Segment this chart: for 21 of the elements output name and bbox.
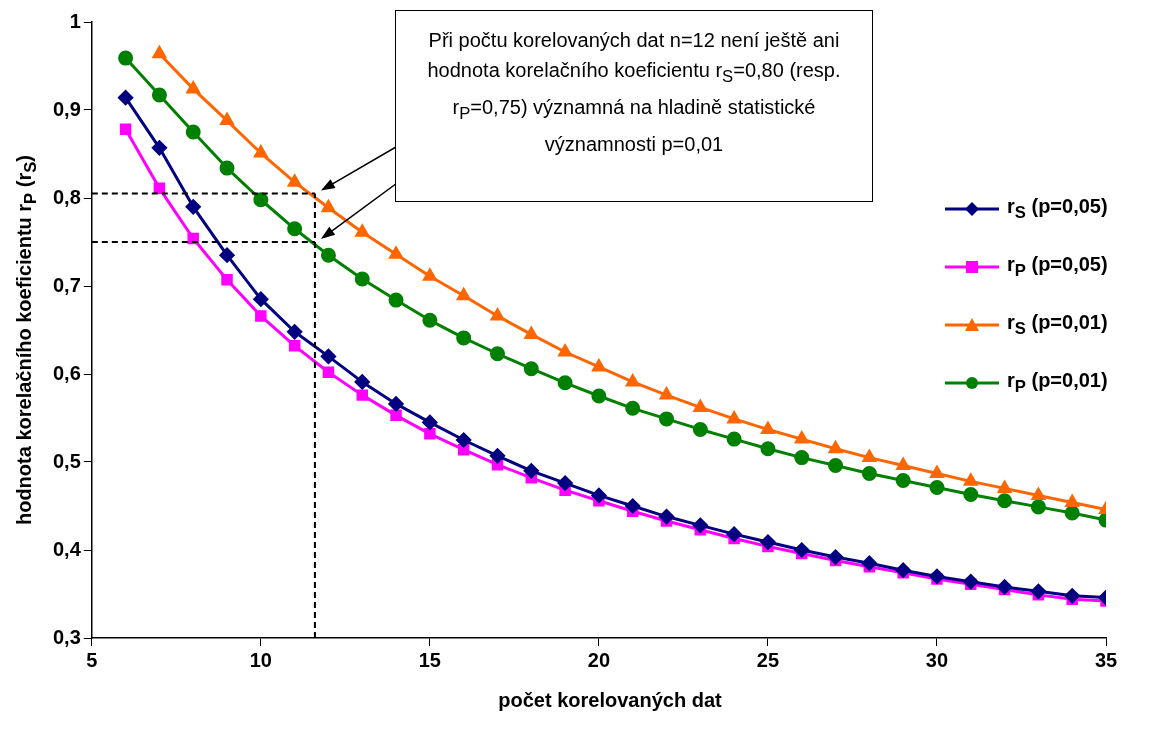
y-tick-label: 0,7 (52, 273, 81, 296)
y-tick-label: 0,9 (52, 97, 81, 120)
y-tick-label: 1 (69, 9, 81, 32)
legend-label: r$_{S}$ (p=0,01) (1007, 311, 1108, 339)
x-axis-title: počet korelovaných dat (498, 688, 722, 712)
x-tick-label: 10 (249, 648, 272, 671)
y-tick-label: 0,8 (52, 185, 81, 208)
x-tick-label: 30 (925, 648, 949, 671)
legend-label: r$_{P}$ (p=0,05) (1007, 253, 1108, 281)
y-tick-label: 0,6 (52, 361, 81, 384)
y-tick-label: 0,4 (52, 537, 82, 560)
x-tick-label: 15 (418, 648, 441, 671)
y-tick-label: 0,3 (52, 625, 81, 648)
x-tick-label: 5 (86, 648, 98, 671)
text-box: Při počtu korelovaných dat n=12 není ještě ani hodnota korelačního koeficientu r$_{S}$=0,80 (resp. r$_{P}$=0,75) významná na hladině statistické významnosti p=0,01 (395, 10, 873, 202)
x-tick-label: 25 (756, 648, 780, 671)
y-tick-label: 0,5 (52, 449, 81, 472)
x-tick-label: 20 (587, 648, 611, 671)
legend-label: r$_{P}$ (p=0,01) (1007, 369, 1108, 397)
x-tick-label: 35 (1094, 648, 1118, 671)
legend-label: r$_{S}$ (p=0,05) (1007, 195, 1108, 223)
